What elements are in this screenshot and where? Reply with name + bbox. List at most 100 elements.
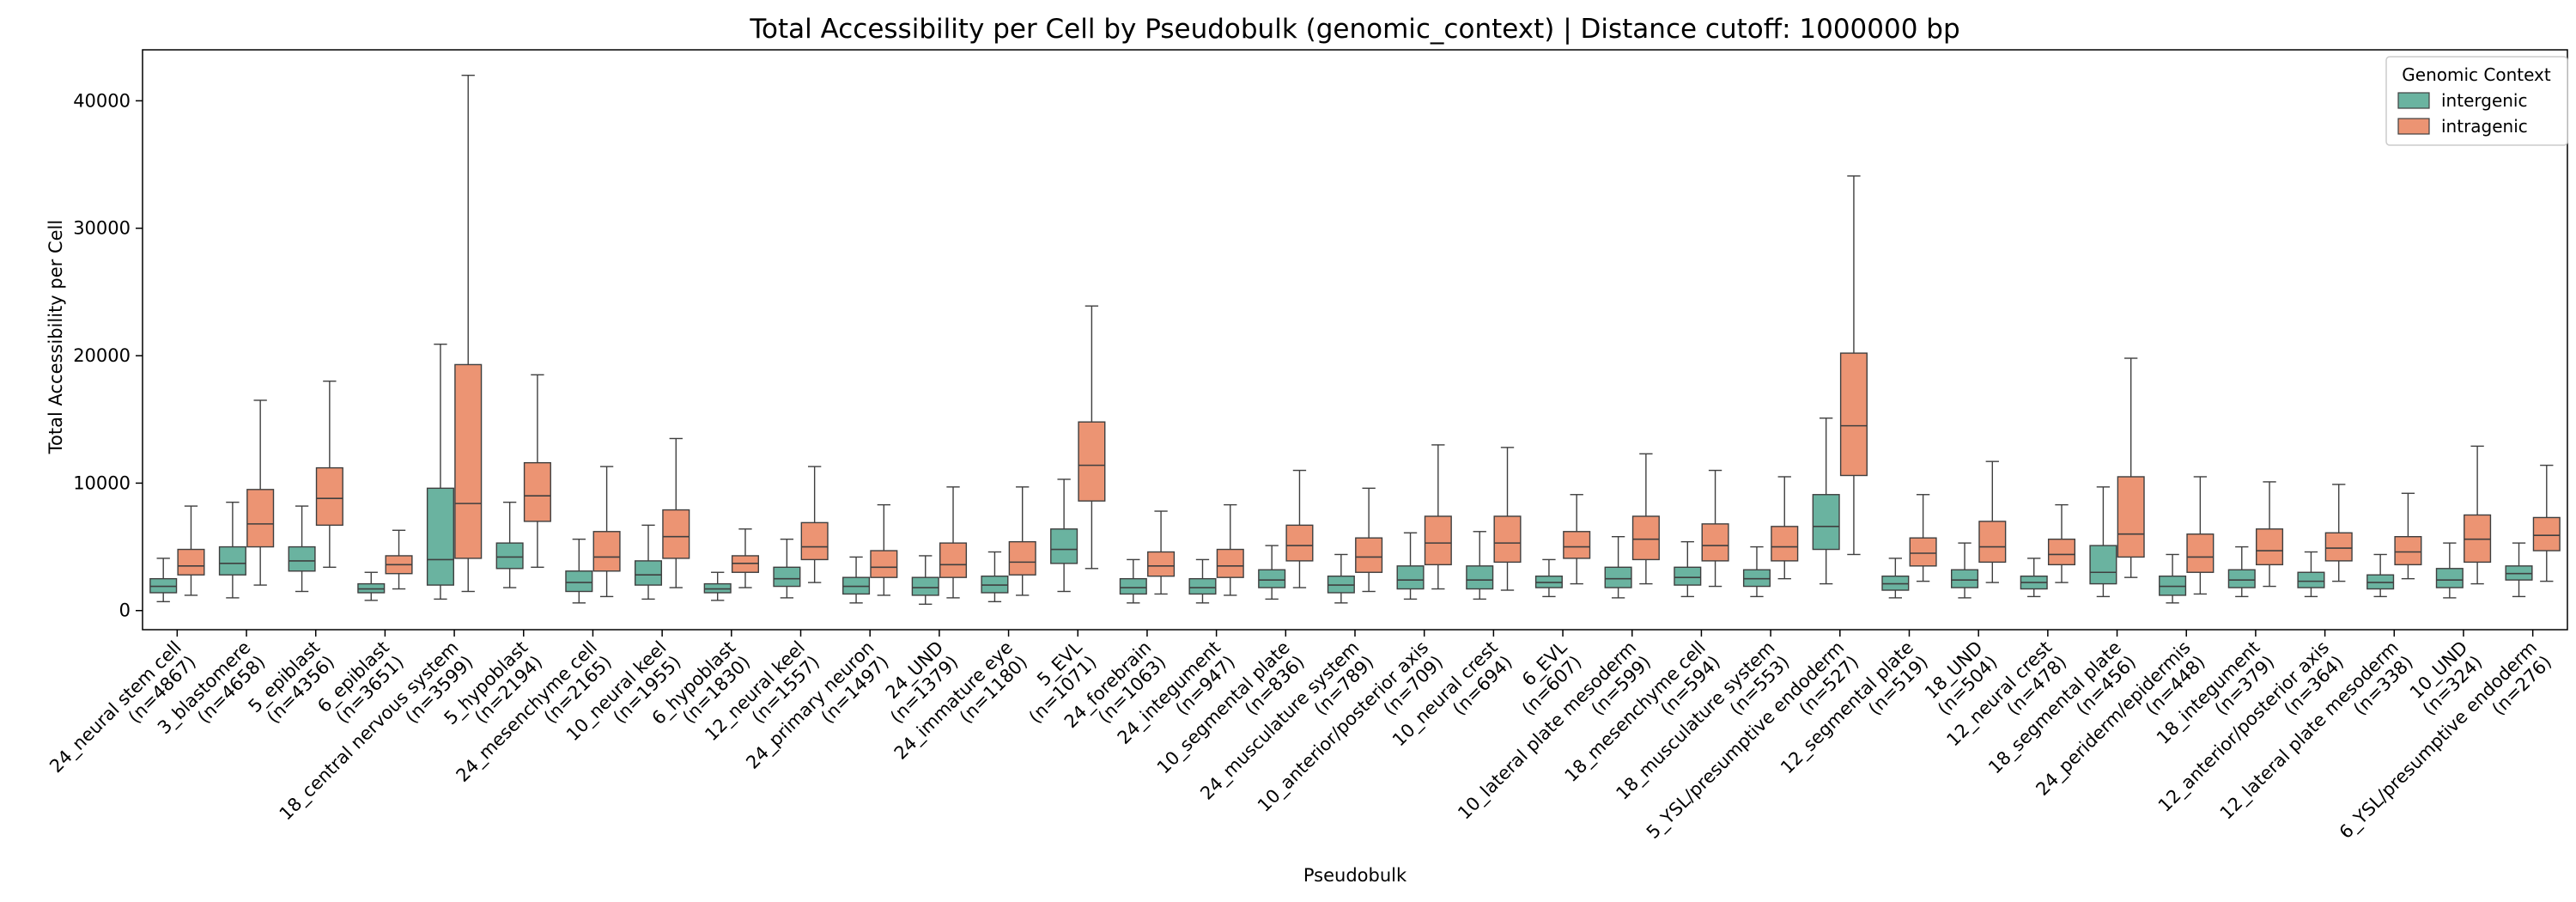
box-intragenic — [177, 505, 205, 596]
box-intergenic — [2020, 558, 2048, 598]
box-intragenic — [1563, 494, 1591, 585]
box-intergenic — [565, 538, 593, 604]
box-iqr — [218, 545, 246, 576]
box-iqr — [1050, 528, 1078, 564]
box-intragenic — [1493, 447, 1522, 591]
box-iqr — [1078, 421, 1106, 502]
box-iqr — [1493, 515, 1522, 564]
legend-label-intergenic: intergenic — [2441, 90, 2527, 111]
box-iqr — [2227, 569, 2256, 588]
box-iqr — [1771, 526, 1799, 562]
box-intergenic — [703, 571, 732, 601]
box-intragenic — [246, 399, 275, 586]
box-iqr — [1216, 548, 1244, 578]
legend: Genomic Context intergenic intragenic — [2385, 56, 2568, 146]
box-intragenic — [939, 486, 968, 599]
box-iqr — [495, 542, 524, 570]
box-intergenic — [1188, 558, 1217, 604]
box-intergenic — [1534, 558, 1563, 598]
box-intergenic — [1327, 553, 1355, 604]
x-axis-title: Pseudobulk — [1303, 865, 1407, 886]
box-intergenic — [1396, 532, 1425, 600]
box-intragenic — [1216, 503, 1244, 596]
box-intergenic — [149, 558, 178, 603]
x-tick-label: 5_epiblast(n=4356) — [245, 637, 339, 732]
box-intragenic — [800, 466, 829, 583]
box-intragenic — [2117, 357, 2145, 578]
box-iqr — [1355, 537, 1383, 573]
box-intergenic — [2366, 553, 2395, 598]
box-iqr — [177, 548, 205, 576]
box-iqr — [800, 521, 829, 561]
chart-title: Total Accessibility per Cell by Pseudobu… — [749, 14, 1959, 45]
box-intragenic — [1909, 494, 1937, 582]
box-intragenic — [1078, 305, 1106, 570]
legend-swatch-intergenic — [2397, 92, 2430, 109]
box-intergenic — [218, 501, 246, 599]
box-iqr — [1396, 565, 1425, 590]
box-iqr — [2532, 516, 2561, 552]
box-intergenic — [1604, 536, 1632, 599]
box-intergenic — [357, 571, 386, 601]
box-iqr — [1839, 352, 1868, 477]
box-intragenic — [2394, 492, 2422, 580]
box-intragenic — [1631, 453, 1660, 585]
box-intragenic — [1355, 487, 1383, 593]
legend-swatch-intragenic — [2397, 118, 2430, 135]
box-intragenic — [1147, 510, 1176, 595]
y-tick-label: 0 — [119, 600, 131, 621]
box-intergenic — [2159, 553, 2187, 604]
box-intragenic — [1424, 444, 1452, 590]
y-tick-label: 10000 — [73, 472, 131, 493]
box-intragenic — [1008, 486, 1036, 596]
box-iqr — [1258, 569, 1286, 588]
box-intergenic — [2435, 542, 2464, 599]
box-iqr — [911, 576, 939, 596]
box-intragenic — [1285, 469, 1314, 588]
box-intragenic — [1978, 460, 2007, 583]
box-iqr — [2297, 571, 2325, 588]
box-iqr — [1424, 515, 1452, 566]
box-iqr — [2117, 476, 2145, 558]
box-intergenic — [1951, 542, 1979, 599]
box-iqr — [1285, 524, 1314, 562]
box-intergenic — [495, 501, 524, 588]
box-intergenic — [911, 555, 939, 606]
box-iqr — [1147, 551, 1176, 577]
box-iqr — [565, 570, 593, 593]
legend-title: Genomic Context — [2402, 64, 2551, 85]
box-intragenic — [731, 528, 759, 588]
box-iqr — [2186, 533, 2215, 573]
box-intergenic — [773, 538, 801, 599]
box-intragenic — [523, 374, 551, 569]
boxes-layer — [149, 74, 2561, 606]
box-intragenic — [2324, 484, 2353, 582]
box-iqr — [315, 466, 343, 527]
y-tick-label: 20000 — [73, 345, 131, 366]
box-intragenic — [1771, 476, 1799, 580]
box-iqr — [1978, 521, 2007, 564]
box-intragenic — [315, 381, 343, 569]
box-intragenic — [662, 437, 690, 588]
box-iqr — [1951, 569, 1979, 588]
box-iqr — [454, 363, 483, 559]
box-intergenic — [2505, 542, 2533, 598]
box-intergenic — [1119, 558, 1147, 604]
box-iqr — [1119, 577, 1147, 595]
box-intragenic — [870, 503, 898, 596]
box-iqr — [1674, 566, 1702, 586]
box-iqr — [1701, 523, 1729, 562]
box-intragenic — [385, 529, 413, 590]
box-intragenic — [2464, 445, 2492, 585]
box-intragenic — [2047, 503, 2076, 583]
box-intragenic — [2256, 481, 2284, 588]
box-intergenic — [1466, 531, 1494, 600]
box-intergenic — [1674, 540, 1702, 598]
y-tick-label: 40000 — [73, 90, 131, 111]
box-intergenic — [842, 556, 871, 604]
box-iqr — [2324, 532, 2353, 562]
box-iqr — [1812, 494, 1840, 551]
box-intergenic — [1812, 417, 1840, 585]
